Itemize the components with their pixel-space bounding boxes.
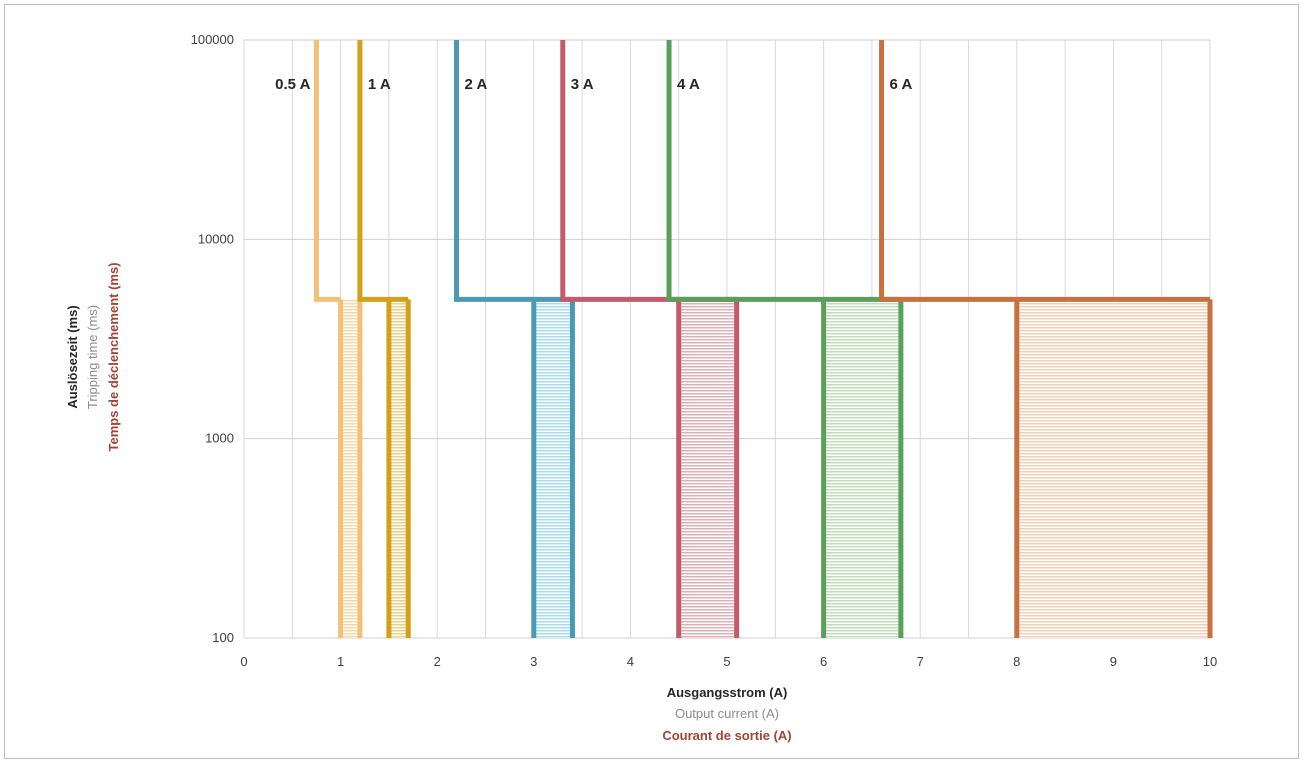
trip-curve xyxy=(313,40,341,302)
y-tick-label: 100 xyxy=(212,630,234,645)
tolerance-bands xyxy=(340,299,1210,638)
trip-curve xyxy=(357,40,409,302)
tolerance-band xyxy=(1016,299,1210,638)
series-label: 4 A xyxy=(677,76,700,93)
series-label: 2 A xyxy=(465,76,488,93)
tolerance-band xyxy=(533,299,573,638)
series-label: 6 A xyxy=(890,76,913,93)
series-label: 1 A xyxy=(368,76,391,93)
series-labels: 0.5 A 1 A 2 A 3 A 4 A 6 A xyxy=(275,76,912,93)
x-tick-label: 9 xyxy=(1110,654,1117,669)
tolerance-band xyxy=(340,299,360,638)
x-tick-labels: 0 1 2 3 4 5 6 7 8 9 10 xyxy=(240,654,1217,669)
trip-curve xyxy=(454,40,573,302)
x-tick-label: 3 xyxy=(530,654,537,669)
x-axis-title: Ausgangsstrom (A) Output current (A) Cou… xyxy=(662,685,791,743)
series-label: 0.5 A xyxy=(275,76,310,93)
x-tick-label: 10 xyxy=(1203,654,1217,669)
x-tick-label: 5 xyxy=(723,654,730,669)
trip-curves xyxy=(313,40,1213,638)
y-tick-label: 100000 xyxy=(191,32,234,47)
y-tick-label: 10000 xyxy=(198,231,234,246)
trip-curve xyxy=(666,40,901,302)
y-tick-label: 1000 xyxy=(205,431,234,446)
y-axis-title: Auslösezeit (ms) Tripping time (ms) Temp… xyxy=(65,262,121,451)
y-axis-label-de: Auslösezeit (ms) xyxy=(65,305,80,408)
x-tick-label: 2 xyxy=(434,654,441,669)
x-tick-label: 8 xyxy=(1013,654,1020,669)
chart-frame xyxy=(4,4,1299,759)
series-label: 3 A xyxy=(571,76,594,93)
tolerance-band xyxy=(678,299,737,638)
x-tick-label: 6 xyxy=(820,654,827,669)
y-axis-label-en: Tripping time (ms) xyxy=(85,305,100,409)
tolerance-band xyxy=(388,299,409,638)
trip-curve xyxy=(879,40,1210,302)
x-tick-label: 1 xyxy=(337,654,344,669)
x-axis-label-en: Output current (A) xyxy=(675,706,779,721)
x-tick-label: 4 xyxy=(627,654,634,669)
x-tick-label: 7 xyxy=(917,654,924,669)
y-axis-label-fr: Temps de déclenchement (ms) xyxy=(106,262,121,451)
x-axis-label-de: Ausgangsstrom (A) xyxy=(667,685,788,700)
tolerance-band xyxy=(823,299,901,638)
x-axis-label-fr: Courant de sortie (A) xyxy=(662,728,791,743)
y-tick-labels: 100 1000 10000 100000 xyxy=(191,32,234,645)
x-tick-label: 0 xyxy=(240,654,247,669)
